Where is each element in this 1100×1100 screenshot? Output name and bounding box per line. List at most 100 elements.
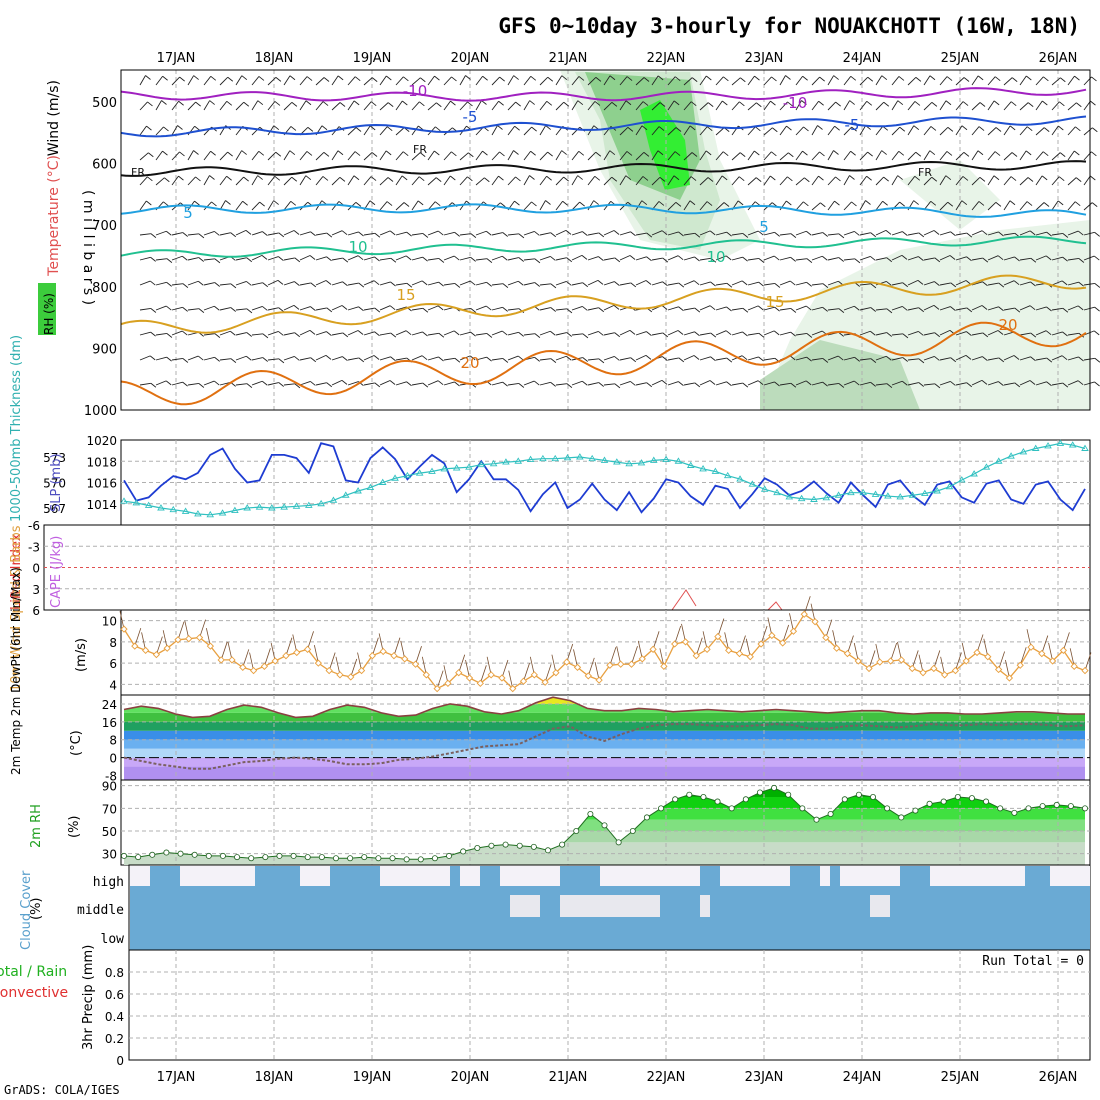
barb-flag <box>230 307 236 312</box>
barb-staff <box>683 355 695 361</box>
barb-staff <box>651 102 661 111</box>
thickness-point <box>477 460 486 468</box>
thickness-point <box>280 503 288 510</box>
barb-flag <box>835 176 841 182</box>
wind-speed-point <box>206 642 215 650</box>
barb-flag <box>693 280 700 286</box>
wind-speed-point <box>822 633 830 642</box>
wind-speed-point <box>789 627 798 635</box>
rh-point <box>1067 803 1074 810</box>
barb-flag <box>1058 125 1064 131</box>
barb-staff <box>299 76 308 86</box>
slp-tick-label: 1020 <box>86 434 117 448</box>
barb-staff <box>315 354 327 361</box>
top-date-label: 19JAN <box>353 51 392 66</box>
wind-speed-line <box>123 613 1086 690</box>
barb-staff <box>395 255 407 261</box>
rh-point <box>728 805 735 812</box>
barb-flag <box>198 383 205 388</box>
barb-flag <box>566 257 573 263</box>
barb-flag <box>962 176 969 181</box>
barb-flag <box>273 200 279 205</box>
barb-flag <box>838 331 844 337</box>
barb-flag <box>658 201 665 206</box>
barb-flag <box>822 255 828 261</box>
barb-flag <box>835 101 841 107</box>
rh-point <box>756 789 763 796</box>
barb-flag <box>594 175 601 181</box>
barb-staff <box>443 100 451 111</box>
wind-speed-point <box>1059 646 1068 655</box>
barb-staff <box>411 355 423 361</box>
barb-staff <box>235 280 247 286</box>
wind-speed-point <box>887 657 895 665</box>
barb-staff <box>827 200 835 211</box>
barb-staff <box>1019 177 1029 186</box>
barb-staff <box>315 382 327 386</box>
thickness-point <box>465 463 473 470</box>
barb-staff <box>395 306 407 311</box>
barb-staff <box>347 330 359 336</box>
barb-flag <box>198 257 204 262</box>
barb-staff <box>443 283 455 286</box>
thickness-point <box>649 456 658 463</box>
barb-flag <box>577 175 583 180</box>
barb-staff <box>987 76 996 86</box>
barb-staff <box>603 304 615 311</box>
barb-flag <box>262 333 269 339</box>
barb-flag <box>723 202 730 207</box>
wind-barb <box>551 654 557 673</box>
wind-barb <box>1063 632 1070 651</box>
wind-barb <box>918 654 924 673</box>
barb-flag <box>710 257 717 263</box>
barb-flag <box>453 330 460 336</box>
precip-tick-label: 0.8 <box>105 966 124 980</box>
barb-staff <box>475 177 485 186</box>
barb-staff <box>299 357 311 361</box>
barb-flag <box>850 75 857 81</box>
barb-flag <box>675 127 682 132</box>
barb-staff <box>251 254 263 261</box>
barb-flag <box>771 76 777 82</box>
barb-flag <box>851 201 857 207</box>
wind-barb <box>328 652 336 671</box>
barb-flag <box>678 357 685 363</box>
rh-point <box>912 807 919 814</box>
cloud-level-high: high <box>93 875 124 890</box>
barb-staff <box>283 257 295 261</box>
wind-speed-point <box>530 671 538 679</box>
barb-staff <box>443 357 455 361</box>
barb-staff <box>155 126 164 136</box>
barb-flag <box>722 151 729 157</box>
barb-staff <box>1035 330 1047 336</box>
barb-flag <box>740 77 746 83</box>
barb-staff <box>971 305 983 311</box>
barb-staff <box>187 308 199 311</box>
thickness-point <box>945 482 954 490</box>
barb-flag <box>593 200 599 205</box>
temp-band <box>124 730 1085 740</box>
barb-flag <box>870 381 876 387</box>
barb-flag <box>786 200 792 206</box>
barb-flag <box>982 356 988 361</box>
wind-barb <box>313 645 319 664</box>
barb-flag <box>977 75 984 81</box>
barb-flag <box>1074 201 1081 207</box>
barb-flag <box>310 357 317 363</box>
barb-staff <box>427 380 439 386</box>
dewpt-line <box>123 723 1086 770</box>
barb-flag <box>726 231 732 237</box>
rh-point <box>997 805 1004 812</box>
barb-flag <box>227 151 233 157</box>
barb-flag <box>1030 356 1036 362</box>
wind-speed-point <box>606 661 614 669</box>
thickness-point <box>982 463 991 470</box>
barb-staff <box>859 101 868 111</box>
rh-point <box>219 852 226 859</box>
barb-staff <box>587 232 599 236</box>
wind-speed-point <box>411 660 420 668</box>
barb-flag <box>805 305 812 311</box>
barb-staff <box>859 381 871 386</box>
barb-staff <box>267 256 279 261</box>
